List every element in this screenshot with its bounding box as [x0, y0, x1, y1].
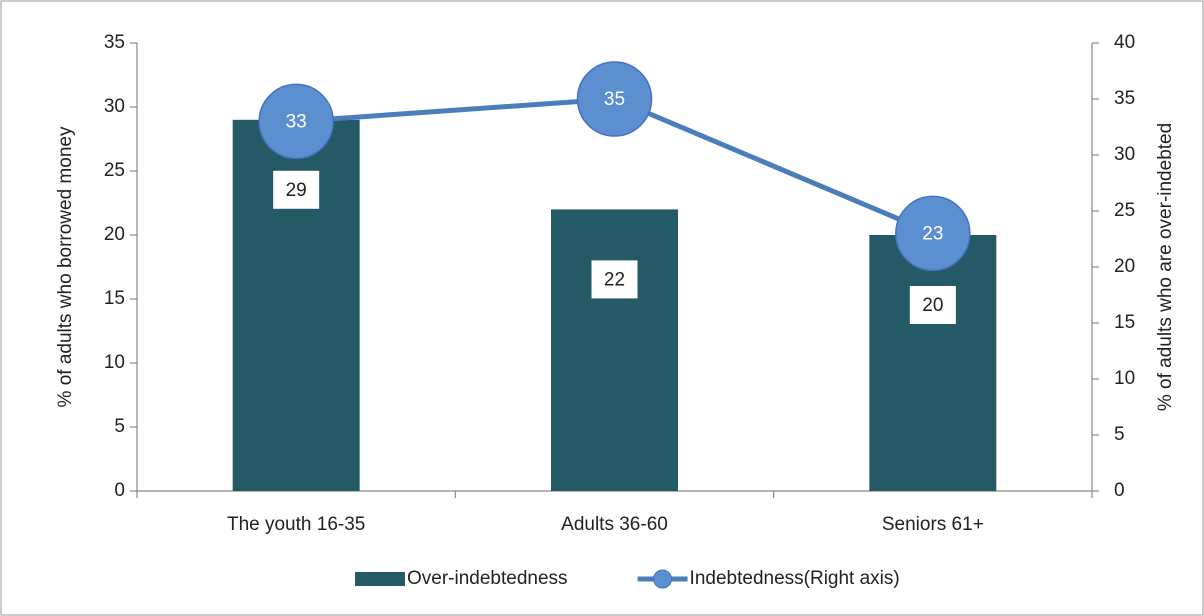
- y2-tick-label: 35: [1114, 88, 1135, 109]
- y2-axis-label: % of adults who are over-indebted: [1155, 123, 1176, 411]
- x-tick-label: The youth 16-35: [227, 514, 365, 535]
- y2-tick-label: 15: [1114, 312, 1135, 333]
- y2-tick-label: 20: [1114, 256, 1135, 277]
- data-label: 22: [604, 269, 625, 290]
- y-tick-label: 35: [104, 32, 125, 53]
- data-label: 35: [604, 89, 625, 110]
- y2-tick-label: 0: [1114, 480, 1125, 501]
- x-tick-label: Seniors 61+: [882, 514, 984, 535]
- data-label: 23: [922, 223, 943, 244]
- data-label: 33: [286, 111, 307, 132]
- y2-tick-label: 40: [1114, 32, 1135, 53]
- y-axis-label: % of adults who borrowed money: [55, 126, 76, 407]
- y2-tick-label: 25: [1114, 200, 1135, 221]
- legend-label: Over-indebtedness: [407, 568, 568, 589]
- y-tick-label: 15: [104, 288, 125, 309]
- bar: [869, 235, 997, 491]
- marker: [258, 83, 334, 160]
- legend-label: Indebtedness(Right axis): [690, 568, 900, 589]
- y2-tick-label: 30: [1114, 144, 1135, 165]
- marker: [895, 195, 971, 272]
- y-tick-label: 5: [114, 416, 125, 437]
- y-tick-label: 30: [104, 96, 125, 117]
- y-tick-label: 20: [104, 224, 125, 245]
- data-label-box: [909, 286, 956, 324]
- y2-tick-label: 10: [1114, 368, 1135, 389]
- marker: [576, 61, 653, 137]
- legend-marker: [653, 569, 673, 589]
- y-tick-label: 25: [104, 160, 125, 181]
- bar: [551, 209, 678, 491]
- y2-tick-label: 5: [1114, 424, 1125, 445]
- data-label: 20: [922, 295, 943, 316]
- x-tick-label: Adults 36-60: [561, 514, 668, 535]
- legend-swatch: [355, 572, 405, 586]
- y-tick-label: 0: [114, 480, 125, 501]
- data-label-box: [273, 170, 320, 209]
- y-tick-label: 10: [104, 352, 125, 373]
- data-label-box: [591, 260, 638, 299]
- data-label: 29: [286, 180, 307, 201]
